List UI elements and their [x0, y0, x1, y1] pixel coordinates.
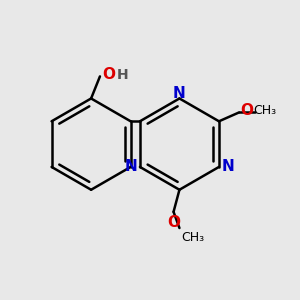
Text: O: O	[102, 68, 115, 82]
Text: CH₃: CH₃	[181, 231, 204, 244]
Text: N: N	[173, 86, 186, 101]
Text: O: O	[240, 103, 253, 118]
Text: N: N	[125, 159, 138, 174]
Text: N: N	[221, 159, 234, 174]
Text: O: O	[167, 215, 180, 230]
Text: H: H	[117, 68, 129, 82]
Text: CH₃: CH₃	[254, 104, 277, 118]
